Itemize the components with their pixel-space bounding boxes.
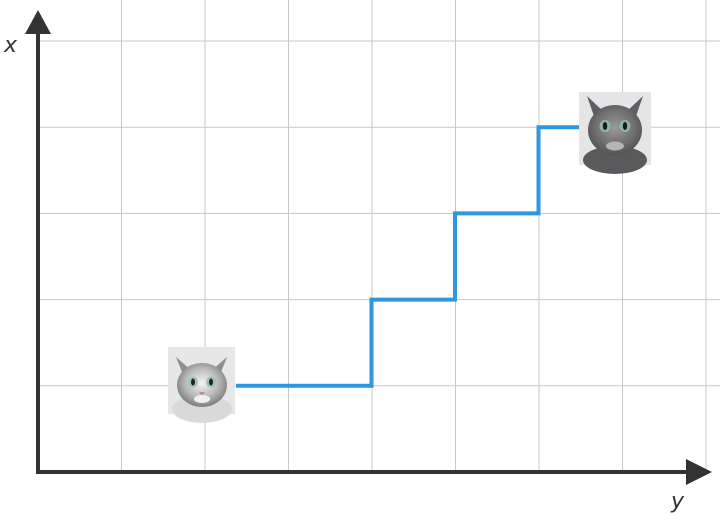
axes [25,10,712,485]
start-cat-image [168,347,235,423]
horizontal-axis-arrow [686,459,712,485]
horizontal-axis-label: y [670,489,685,514]
vertical-axis-arrow [25,10,51,34]
end-cat-image [579,92,651,174]
step-path [236,125,579,388]
vertical-axis-label: x [3,33,18,58]
grid [38,0,720,472]
